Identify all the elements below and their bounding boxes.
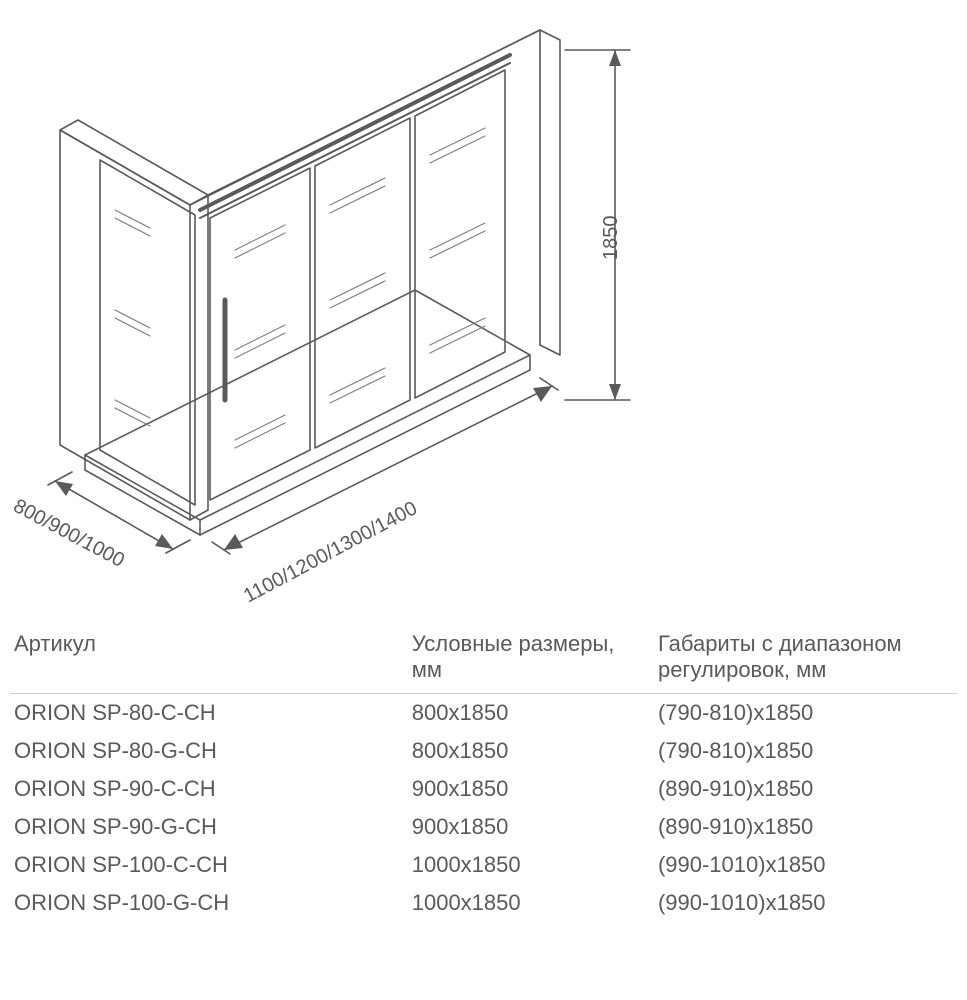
- cell-adjust: (890-910)x1850: [654, 770, 957, 808]
- cell-nominal: 1000x1850: [408, 884, 654, 922]
- cell-adjust: (990-1010)x1850: [654, 884, 957, 922]
- header-adjust: Габариты с диапазоном регулировок, мм: [654, 625, 957, 694]
- cell-nominal: 800x1850: [408, 694, 654, 733]
- cell-adjust: (990-1010)x1850: [654, 846, 957, 884]
- table-row: ORION SP-90-G-CH900x1850(890-910)x1850: [10, 808, 957, 846]
- table-header-row: Артикул Условные размеры, мм Габариты с …: [10, 625, 957, 694]
- cell-article: ORION SP-90-C-CH: [10, 770, 408, 808]
- cell-nominal: 800x1850: [408, 732, 654, 770]
- enclosure-svg: [0, 0, 967, 620]
- cell-adjust: (790-810)x1850: [654, 694, 957, 733]
- header-article: Артикул: [10, 625, 408, 694]
- table-row: ORION SP-90-C-CH900x1850(890-910)x1850: [10, 770, 957, 808]
- cell-nominal: 1000x1850: [408, 846, 654, 884]
- table-row: ORION SP-100-G-CH1000x1850(990-1010)x185…: [10, 884, 957, 922]
- table-row: ORION SP-100-C-CH1000x1850(990-1010)x185…: [10, 846, 957, 884]
- cell-article: ORION SP-80-G-CH: [10, 732, 408, 770]
- spec-table-container: Артикул Условные размеры, мм Габариты с …: [0, 620, 967, 942]
- cell-article: ORION SP-80-C-CH: [10, 694, 408, 733]
- spec-table: Артикул Условные размеры, мм Габариты с …: [10, 625, 957, 922]
- cell-article: ORION SP-100-C-CH: [10, 846, 408, 884]
- height-dimension-label: 1850: [600, 216, 623, 261]
- cell-article: ORION SP-100-G-CH: [10, 884, 408, 922]
- header-nominal: Условные размеры, мм: [408, 625, 654, 694]
- cell-adjust: (790-810)x1850: [654, 732, 957, 770]
- cell-adjust: (890-910)x1850: [654, 808, 957, 846]
- cell-nominal: 900x1850: [408, 770, 654, 808]
- table-row: ORION SP-80-G-CH800x1850(790-810)x1850: [10, 732, 957, 770]
- cell-article: ORION SP-90-G-CH: [10, 808, 408, 846]
- cell-nominal: 900x1850: [408, 808, 654, 846]
- table-row: ORION SP-80-C-CH800x1850(790-810)x1850: [10, 694, 957, 733]
- dimension-diagram: 1850 800/900/1000 1100/1200/1300/1400: [0, 0, 967, 620]
